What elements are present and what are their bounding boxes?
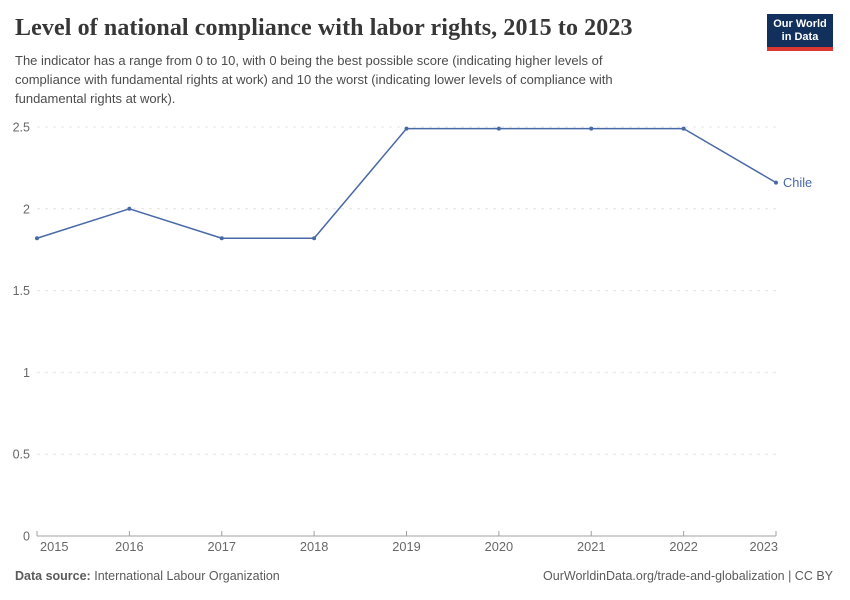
owid-logo-line2: in Data <box>781 30 819 43</box>
x-tick-label: 2015 <box>40 539 68 554</box>
data-point-2017[interactable] <box>219 236 224 241</box>
data-point-2020[interactable] <box>496 126 501 131</box>
chart-footer: Data source: International Labour Organi… <box>15 569 833 583</box>
entity-label[interactable]: Chile <box>783 175 812 190</box>
x-tick-label: 2020 <box>485 539 513 554</box>
chart-title: Level of national compliance with labor … <box>15 15 633 41</box>
x-tick-label: 2021 <box>577 539 605 554</box>
owid-logo-redbar <box>767 47 833 51</box>
y-tick-label: 2 <box>23 202 30 216</box>
y-tick-label: 0.5 <box>13 448 30 462</box>
x-tick-label: 2018 <box>300 539 328 554</box>
credit-link[interactable]: OurWorldinData.org/trade-and-globalizati… <box>543 569 833 583</box>
data-point-2023[interactable] <box>774 180 778 185</box>
data-point-2016[interactable] <box>127 206 132 211</box>
x-tick-label: 2023 <box>750 539 778 554</box>
data-point-2022[interactable] <box>681 126 686 131</box>
data-point-2021[interactable] <box>589 126 594 131</box>
owid-logo[interactable]: Our World in Data <box>767 14 833 51</box>
subtitle-line: fundamental rights at work). <box>15 91 176 106</box>
subtitle-line: compliance with fundamental rights at wo… <box>15 72 613 87</box>
data-point-2018[interactable] <box>312 236 317 241</box>
data-point-2019[interactable] <box>404 126 409 131</box>
y-tick-label: 0 <box>23 530 30 544</box>
subtitle-line: The indicator has a range from 0 to 10, … <box>15 53 603 68</box>
x-tick-label: 2019 <box>392 539 420 554</box>
y-tick-label: 1.5 <box>13 284 30 298</box>
x-tick-label: 2017 <box>208 539 236 554</box>
series-line-chile[interactable] <box>36 127 777 239</box>
owid-logo-line1: Our World <box>773 18 827 30</box>
owid-logo-box: Our World in Data <box>767 14 833 47</box>
y-tick-label: 2.5 <box>13 121 30 135</box>
data-point-2015[interactable] <box>35 236 39 241</box>
data-source-line: Data source: International Labour Organi… <box>15 569 280 583</box>
data-source-label: Data source: <box>15 569 91 583</box>
x-tick-label: 2022 <box>669 539 697 554</box>
y-tick-label: 1 <box>23 366 30 380</box>
chart-subtitle: The indicator has a range from 0 to 10, … <box>15 51 835 108</box>
data-source-value: International Labour Organization <box>94 569 280 583</box>
x-tick-label: 2016 <box>115 539 143 554</box>
chart-header: Level of national compliance with labor … <box>15 14 835 108</box>
